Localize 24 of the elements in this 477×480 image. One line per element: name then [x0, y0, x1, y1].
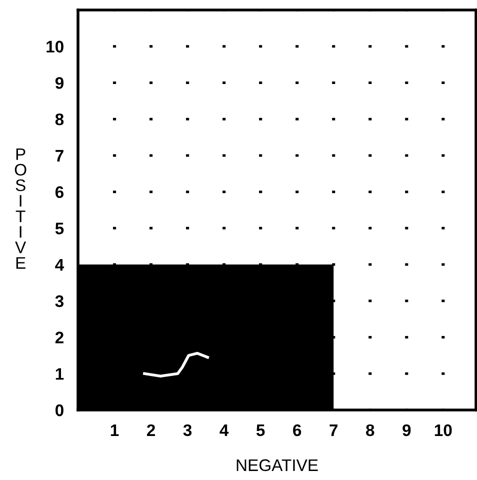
x-tick-label: 9 [402, 424, 411, 436]
y-tick-label: 3 [55, 295, 64, 308]
line-series [143, 352, 210, 378]
y-tick-label: 10 [46, 40, 64, 53]
y-tick-label: 7 [56, 150, 64, 162]
x-axis-title: NEGATIVE [236, 459, 318, 472]
x-tick-label: 10 [434, 424, 452, 436]
y-tick-label: 4 [55, 259, 64, 271]
y-tick-label: 2 [55, 332, 64, 344]
y-tick-label: 1 [56, 368, 64, 380]
x-tick-label: 1 [110, 424, 119, 436]
y-axis-title: POSITIVE [14, 148, 26, 269]
y-tick-label: 9 [55, 77, 64, 89]
y-tick-label: 8 [55, 113, 64, 126]
y-tick-label: 6 [55, 186, 64, 198]
x-tick-label: 4 [220, 424, 229, 436]
y-tick-label: 5 [55, 222, 64, 234]
x-tick-label: 2 [146, 424, 155, 436]
x-tick-label: 3 [183, 424, 192, 436]
x-tick-label: 6 [293, 424, 302, 436]
x-tick-label: 5 [256, 424, 265, 436]
y-tick-label: 0 [56, 404, 64, 416]
x-tick-label: 8 [366, 424, 374, 436]
x-tick-label: 7 [330, 424, 338, 436]
